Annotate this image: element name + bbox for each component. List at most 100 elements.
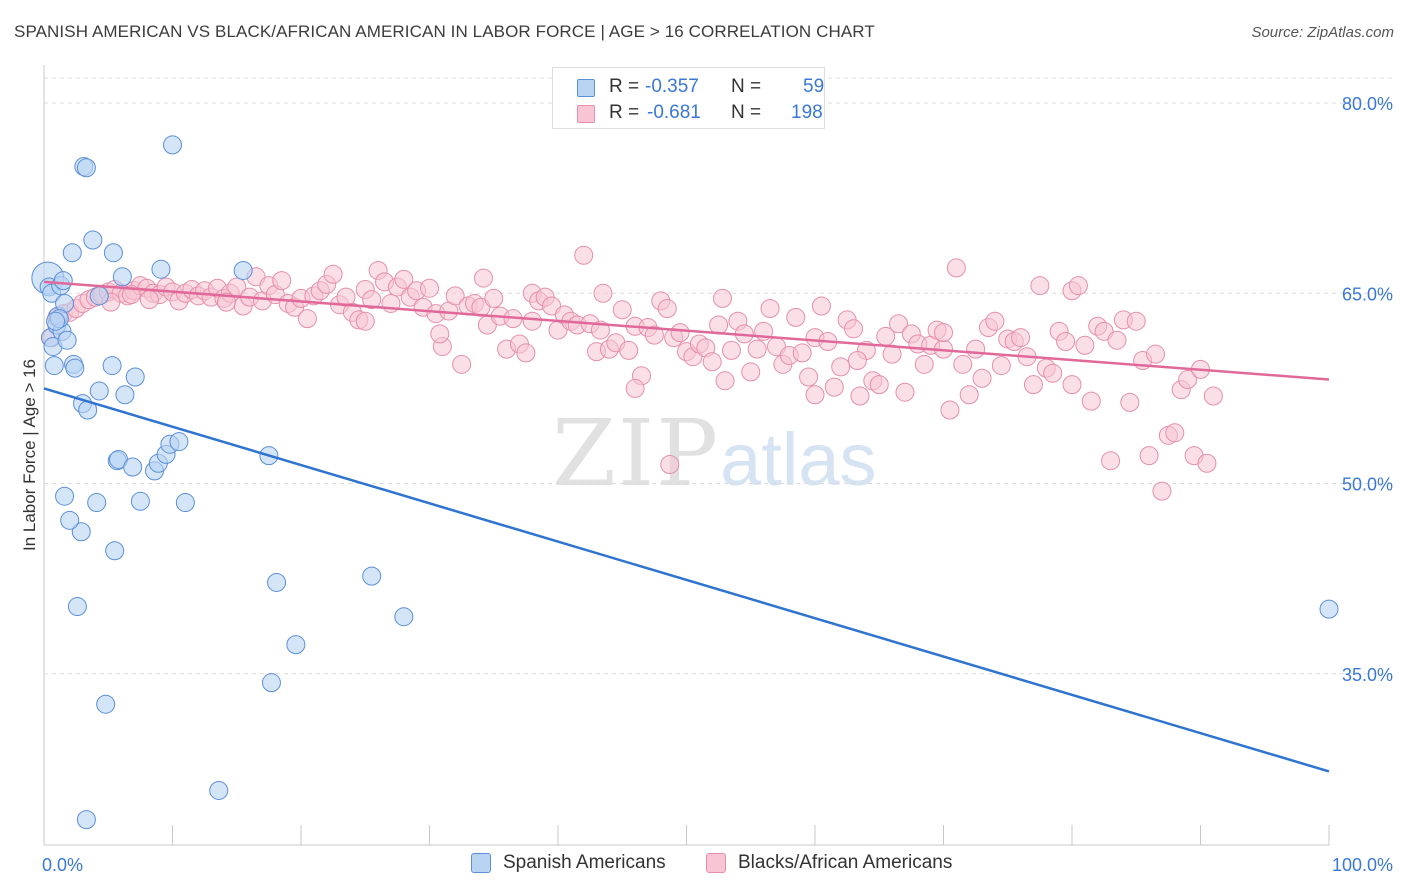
legend-n-label: N =	[731, 76, 762, 97]
source-credit: Source: ZipAtlas.com	[1251, 24, 1394, 41]
blue-data-point	[89, 286, 109, 306]
pink-data-point	[1152, 481, 1172, 501]
blue-data-point	[76, 810, 96, 830]
pink-data-point	[946, 258, 966, 278]
pink-data-point	[1126, 311, 1146, 331]
pink-trend-line	[43, 280, 1330, 381]
pink-data-point	[657, 299, 677, 319]
blue-data-point	[55, 486, 75, 506]
pink-data-point	[991, 356, 1011, 376]
blue-data-point	[76, 158, 96, 178]
legend-n-value: 59	[803, 76, 825, 97]
pink-data-point	[574, 245, 594, 265]
pink-data-point	[1068, 276, 1088, 296]
pink-data-point	[216, 292, 236, 312]
pink-data-point	[484, 288, 504, 308]
pink-data-point	[644, 325, 664, 345]
pink-data-point	[1011, 328, 1031, 348]
blue-data-point	[286, 635, 306, 655]
x-tick-label: 100.0%	[1332, 855, 1393, 875]
pink-data-point	[972, 368, 992, 388]
blue-data-point	[89, 381, 109, 401]
pink-data-point	[709, 315, 729, 335]
pink-data-point	[1062, 375, 1082, 395]
blue-data-point	[67, 597, 87, 617]
y-tick-label: 80.0%	[1342, 94, 1393, 114]
pink-data-point	[297, 309, 317, 329]
bottom-legend-label: Spanish Americans	[503, 852, 666, 873]
blue-data-point	[53, 271, 73, 291]
pink-data-point	[139, 290, 159, 310]
pink-data-point	[473, 268, 493, 288]
pink-data-point	[625, 378, 645, 398]
pink-data-point	[702, 352, 722, 372]
pink-data-point	[847, 351, 867, 371]
tick-labels: 35.0% 50.0% 65.0% 80.0% 0.0% 100.0%	[42, 94, 1393, 875]
blue-data-point	[44, 356, 64, 376]
pink-data-point	[355, 311, 375, 331]
blue-data-point	[115, 385, 135, 405]
pink-data-point	[660, 455, 680, 475]
pink-data-point	[715, 371, 735, 391]
pink-data-point	[953, 354, 973, 374]
blue-trend-line	[43, 387, 1330, 773]
blue-data-point	[102, 356, 122, 376]
blue-data-point	[175, 493, 195, 513]
legend-r-label: R =	[609, 76, 640, 97]
blue-data-point	[96, 694, 116, 714]
watermark-zip: ZIP	[552, 400, 721, 507]
pink-data-point	[1056, 331, 1076, 351]
pink-data-point	[1120, 392, 1140, 412]
pink-data-point	[805, 385, 825, 405]
y-axis-label: In Labor Force | Age > 16	[20, 358, 39, 552]
pink-data-point	[760, 299, 780, 319]
pink-data-point	[394, 269, 414, 289]
x-tick-label: 0.0%	[42, 855, 83, 875]
pink-data-point	[323, 264, 343, 284]
pink-data-point	[934, 323, 953, 343]
pink-data-point	[747, 339, 767, 359]
pink-data-point	[445, 286, 465, 306]
pink-data-point	[619, 340, 639, 360]
pink-data-point	[1146, 344, 1166, 364]
blue-data-point	[123, 457, 143, 477]
pink-data-point	[850, 386, 870, 406]
spanish-americans-points	[31, 135, 1339, 830]
pink-data-point	[1075, 335, 1095, 355]
pink-data-point	[985, 311, 1005, 331]
pink-data-point	[895, 382, 915, 402]
pink-data-point	[1178, 370, 1198, 390]
pink-data-point	[430, 324, 450, 344]
pink-data-point	[811, 296, 831, 316]
blue-data-point	[209, 780, 229, 800]
pink-data-point	[824, 377, 844, 397]
blue-data-point	[394, 607, 414, 627]
pink-data-point	[362, 290, 382, 310]
pink-data-point	[1197, 453, 1217, 473]
pink-data-point	[889, 314, 909, 334]
blue-data-point	[267, 572, 287, 592]
bottom-legend-label: Blacks/African Americans	[738, 852, 953, 873]
legend-r-value: -0.357	[645, 76, 699, 97]
blue-data-point	[65, 358, 85, 378]
blue-data-point	[151, 259, 171, 279]
pink-data-point	[522, 311, 542, 331]
pink-data-point	[940, 400, 960, 420]
blue-data-point	[87, 493, 107, 513]
legend-r-value: -0.681	[647, 102, 701, 123]
blue-data-point	[83, 230, 103, 250]
trend-lines	[43, 280, 1330, 773]
pink-data-point	[670, 323, 690, 343]
blue-data-point	[105, 541, 125, 561]
blue-data-point	[125, 367, 145, 387]
pink-data-point	[1165, 423, 1185, 443]
pink-data-point	[272, 271, 292, 291]
legend-r-label: R =	[609, 102, 640, 123]
legend-swatch-blue	[577, 79, 595, 97]
legend-n-label: N =	[731, 102, 762, 123]
blue-data-point	[60, 510, 80, 530]
pink-data-point	[914, 354, 934, 374]
pink-data-point	[452, 354, 472, 374]
axes	[43, 65, 1330, 846]
